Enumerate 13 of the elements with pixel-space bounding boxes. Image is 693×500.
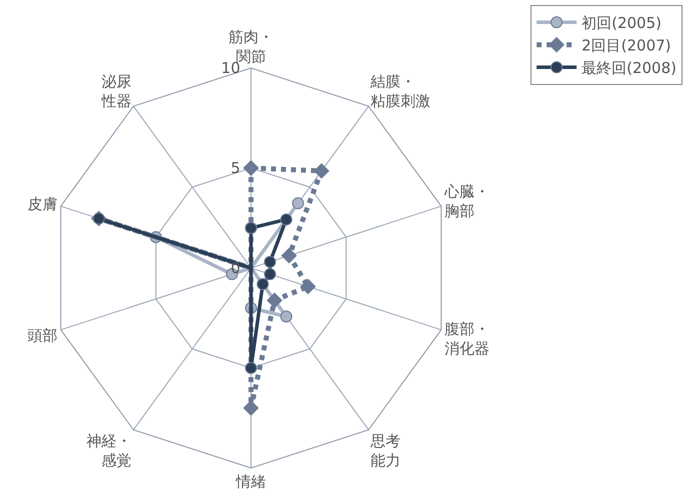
spoke-label: 思考能力 bbox=[370, 432, 401, 470]
spoke-label: 泌尿性器 bbox=[100, 72, 132, 110]
spoke-label: 情緒 bbox=[235, 472, 266, 490]
legend-label: 最終回(2008) bbox=[582, 59, 676, 78]
legend-label: 初回(2005) bbox=[582, 14, 662, 32]
spoke-label: 心臓・胸部 bbox=[444, 182, 490, 220]
spoke-label: 結膜・粘膜刺激 bbox=[370, 72, 431, 110]
spoke-label: 神経・感覚 bbox=[86, 432, 132, 470]
spoke-label: 頭部 bbox=[27, 326, 58, 345]
spoke-label: 皮膚 bbox=[27, 195, 58, 214]
y-tick-label: 5 bbox=[230, 158, 240, 177]
legend-label: 2回目(2007) bbox=[582, 36, 672, 55]
spoke-label: 腹部・消化器 bbox=[444, 320, 490, 358]
